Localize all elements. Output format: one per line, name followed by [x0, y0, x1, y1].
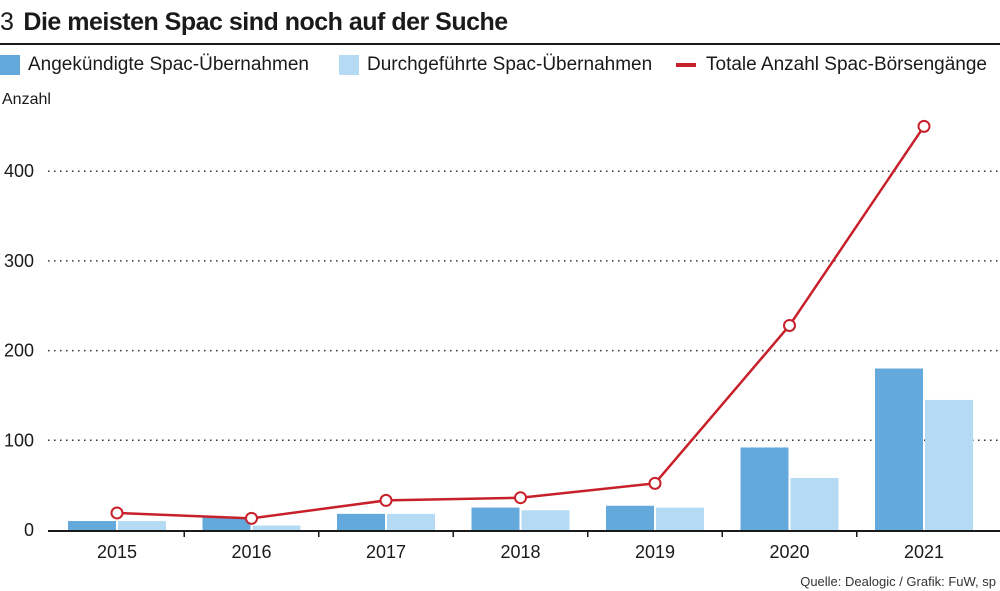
point-total-ipos-2018: [514, 491, 527, 505]
source-note: Quelle: Dealogic / Grafik: FuW, sp: [800, 574, 996, 589]
line-total-ipos: [116, 125, 926, 520]
bar-announced-2018: [471, 507, 520, 530]
legend-item-completed: Durchgeführte Spac-Übernahmen: [339, 50, 652, 80]
x-tick-label: 2016: [231, 542, 271, 562]
title-rule: [0, 43, 1000, 45]
y-tick-label: 0: [24, 520, 34, 540]
legend: Angekündigte Spac-Übernahmen Durchgeführ…: [0, 50, 1000, 80]
point-total-ipos-2016: [245, 511, 258, 525]
bar-announced-2016: [202, 517, 251, 530]
x-tick-label: 2017: [366, 542, 406, 562]
figure-number: 3: [0, 8, 14, 36]
y-tick-label: 200: [4, 341, 34, 361]
x-axis: 2015 2016 2017 2018 2019 2020 2021: [48, 530, 1000, 562]
point-total-ipos-2019: [648, 476, 662, 490]
x-tick-label: 2021: [904, 542, 944, 562]
gridlines: [48, 170, 1000, 442]
x-tick-label: 2020: [769, 542, 809, 562]
legend-label-completed: Durchgeführte Spac-Übernahmen: [367, 54, 653, 75]
bar-announced-2017: [337, 513, 385, 530]
line-series: [110, 119, 931, 525]
y-tick-label: 300: [4, 251, 34, 271]
y-tick-labels: 0 100 200 300 400: [4, 161, 34, 540]
chart-title: Die meisten Spac sind noch auf der Suche: [23, 8, 508, 36]
y-tick-label: 400: [4, 161, 34, 181]
x-tick-label: 2015: [97, 542, 137, 562]
bar-completed-2017: [387, 513, 435, 530]
legend-swatch-completed: [339, 55, 359, 75]
point-total-ipos-2021: [917, 119, 931, 133]
point-total-ipos-2020: [783, 318, 796, 332]
y-tick-label: 100: [4, 430, 34, 450]
bars: [68, 368, 973, 530]
bar-completed-2019: [656, 507, 704, 530]
bar-completed-2015: [118, 521, 166, 530]
y-axis-title: Anzahl: [2, 91, 51, 108]
bar-announced-2020: [740, 447, 789, 530]
legend-item-announced: Angekündigte Spac-Übernahmen: [0, 50, 309, 80]
legend-swatch-total-ipos: [676, 63, 696, 67]
bar-announced-2021: [875, 368, 923, 530]
bar-announced-2019: [606, 505, 654, 530]
legend-label-announced: Angekündigte Spac-Übernahmen: [28, 54, 309, 75]
legend-swatch-announced: [0, 55, 20, 75]
legend-item-total-ipos: Totale Anzahl Spac-Börsengänge: [676, 50, 987, 80]
bar-announced-2015: [68, 521, 116, 530]
bar-completed-2021: [925, 399, 973, 530]
x-tick-label: 2019: [635, 542, 675, 562]
point-total-ipos-2015: [110, 506, 124, 520]
bar-completed-2020: [790, 477, 839, 530]
x-tick-label: 2018: [500, 542, 540, 562]
legend-label-total-ipos: Totale Anzahl Spac-Börsengänge: [706, 54, 987, 75]
bar-completed-2018: [521, 510, 570, 530]
bar-completed-2016: [252, 525, 301, 530]
chart-title-bar: 3 Die meisten Spac sind noch auf der Such…: [0, 4, 1000, 40]
point-total-ipos-2017: [379, 493, 393, 507]
